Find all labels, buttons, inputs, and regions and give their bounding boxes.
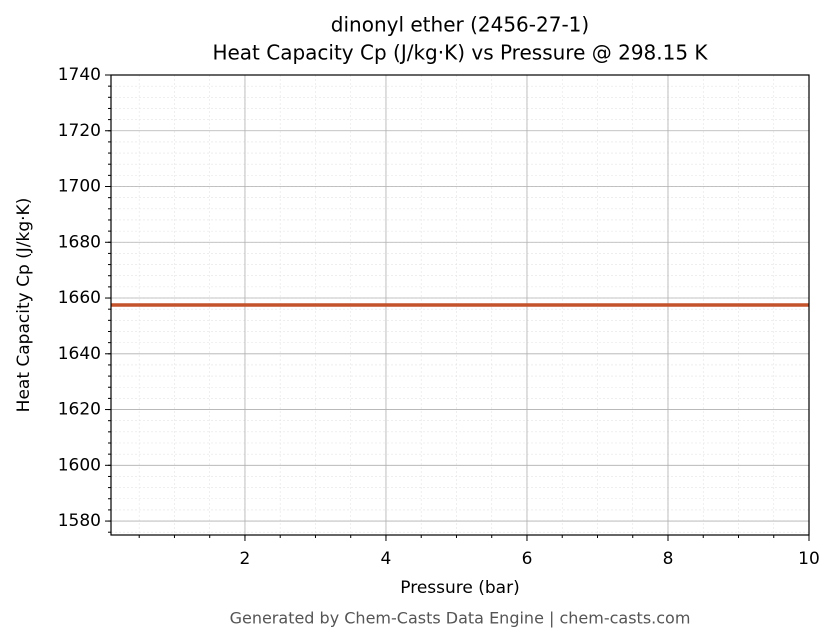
- y-tick-label: 1660: [58, 288, 101, 308]
- y-tick-label: 1740: [58, 65, 101, 85]
- x-tick-label: 8: [663, 549, 674, 569]
- y-tick-label: 1580: [58, 511, 101, 531]
- x-axis-label: Pressure (bar): [400, 578, 519, 598]
- y-tick-label: 1600: [58, 455, 101, 475]
- x-tick-label: 6: [522, 549, 533, 569]
- y-tick-label: 1620: [58, 400, 101, 420]
- chart-subtitle: Heat Capacity Cp (J/kg·K) vs Pressure @ …: [212, 41, 708, 65]
- y-axis-label: Heat Capacity Cp (J/kg·K): [14, 198, 34, 413]
- footer: Generated by Chem-Casts Data Engine | ch…: [230, 609, 691, 628]
- y-tick-label: 1680: [58, 232, 101, 252]
- x-tick-label: 10: [798, 549, 820, 569]
- x-tick-label: 4: [381, 549, 392, 569]
- y-tick-label: 1720: [58, 121, 101, 141]
- x-tick-label: 2: [240, 549, 251, 569]
- plot-frame: [110, 74, 810, 536]
- y-tick-label: 1640: [58, 344, 101, 364]
- chart-title: dinonyl ether (2456-27-1): [331, 13, 589, 37]
- y-tick-label: 1700: [58, 177, 101, 197]
